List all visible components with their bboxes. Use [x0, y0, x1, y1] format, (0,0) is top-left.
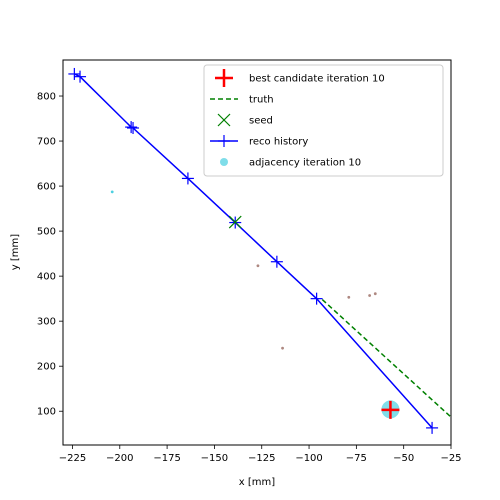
best-candidate-point-0	[381, 400, 400, 419]
legend-label-4: adjacency iteration 10	[249, 158, 361, 169]
reco-point-4	[181, 172, 194, 185]
legend-handle-adjacency	[220, 158, 228, 166]
y-tick-label-2: 300	[37, 317, 56, 328]
legend-item-4: adjacency iteration 10	[220, 158, 361, 169]
reco-point-0	[68, 67, 81, 80]
legend-handle-seed	[217, 113, 231, 127]
legend: best candidate iteration 10 truth seed reco…	[203, 64, 444, 177]
x-tick-label-0: −225	[59, 453, 86, 464]
legend-label-3: reco history	[249, 137, 308, 148]
hit-point-4	[368, 294, 372, 297]
truth-line	[321, 299, 451, 418]
y-tick-label-7: 800	[37, 92, 56, 103]
legend-label-2: seed	[249, 116, 273, 127]
x-tick-label-5: −100	[295, 453, 322, 464]
reco-point-1	[74, 70, 87, 83]
legend-label-0: best candidate iteration 10	[249, 74, 385, 85]
hit-point-0	[110, 190, 114, 194]
legend-handle-best	[215, 69, 233, 87]
x-tick-label-1: −200	[106, 453, 133, 464]
x-tick-label-2: −175	[153, 453, 180, 464]
seed-point-0-b	[228, 215, 242, 229]
legend-label-1: truth	[249, 95, 274, 106]
reco-point-7	[310, 292, 323, 305]
x-tick-label-6: −75	[346, 453, 367, 464]
seed-point-0	[228, 215, 242, 229]
y-tick-label-1: 200	[37, 362, 56, 373]
legend-item-3: reco history	[210, 135, 308, 148]
x-tick-label-8: −25	[440, 453, 461, 464]
reco-point-6	[270, 255, 283, 268]
legend-item-0: best candidate iteration 10	[215, 69, 385, 87]
hit-point-5	[373, 292, 377, 296]
hit-point-3	[347, 295, 351, 299]
y-tick-label-4: 500	[37, 227, 56, 238]
legend-item-2: seed	[217, 113, 273, 127]
y-axis-label: y [mm]	[10, 234, 21, 270]
x-axis-label: x [mm]	[239, 477, 275, 488]
plot-area	[68, 67, 451, 434]
axes-frame	[62, 59, 452, 446]
y-tick-label-0: 100	[37, 407, 56, 418]
reco-point-3	[127, 121, 140, 134]
y-axis-ticks: 100 200 300 400 500 600 700 800	[37, 92, 63, 418]
hit-point-2	[281, 346, 284, 350]
reco-point-8	[426, 421, 439, 434]
plot-content	[68, 67, 451, 434]
x-tick-label-3: −150	[201, 453, 228, 464]
legend-handle-reco-marker	[218, 135, 230, 147]
hit-point-1	[256, 264, 260, 268]
x-tick-label-4: −125	[248, 453, 275, 464]
y-tick-label-6: 700	[37, 137, 56, 148]
legend-box	[203, 64, 444, 177]
legend-handle-seed-b	[217, 113, 231, 127]
x-tick-label-7: −50	[393, 453, 414, 464]
y-tick-label-3: 400	[37, 272, 56, 283]
x-axis-ticks: −225 −200 −175 −150 −125 −100 −75 −50 −25	[59, 445, 462, 464]
y-tick-label-5: 600	[37, 182, 56, 193]
legend-item-1: truth	[210, 95, 274, 106]
reco-point-2	[125, 121, 138, 134]
